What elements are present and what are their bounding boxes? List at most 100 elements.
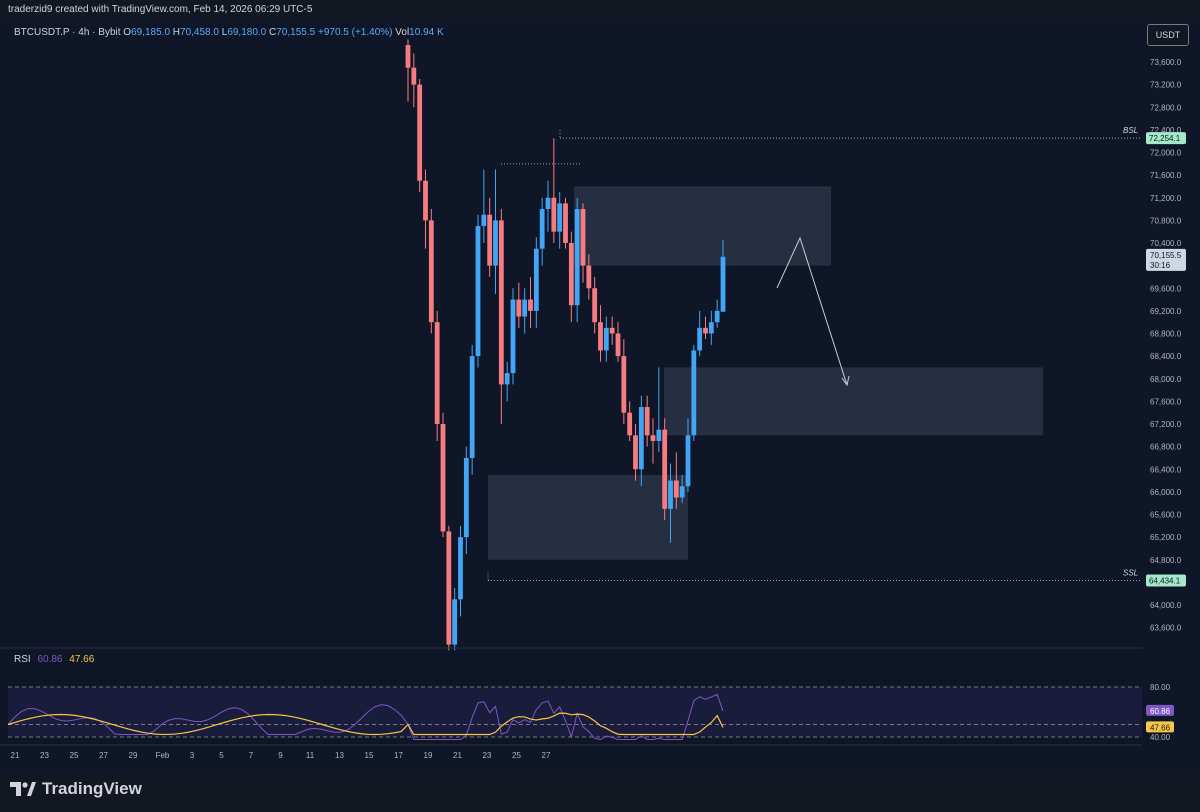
price-tick-label: 71,200.0 <box>1150 194 1182 203</box>
price-tick-label: 69,200.0 <box>1150 307 1182 316</box>
price-tick-label: 66,400.0 <box>1150 465 1182 474</box>
symbol-label[interactable]: BTCUSDT.P · 4h · Bybit <box>14 27 121 38</box>
candle-up <box>493 169 498 294</box>
time-tick-label: 3 <box>190 751 195 760</box>
zone-box <box>574 186 831 266</box>
close-label: C <box>269 27 277 38</box>
time-tick-label: 23 <box>483 751 492 760</box>
candle-body <box>458 537 463 600</box>
price-tick-label: 65,600.0 <box>1150 511 1182 520</box>
candle-down <box>440 412 446 538</box>
time-tick-label: 9 <box>278 751 283 760</box>
candle-down <box>598 305 603 362</box>
candle-down <box>703 316 708 340</box>
candle-body <box>487 214 493 266</box>
candle-body <box>697 327 703 351</box>
candle-up <box>714 299 720 328</box>
currency-button[interactable]: USDT <box>1147 24 1189 46</box>
price-chart[interactable]: 73,600.0 73,200.0 72,800.0 72,400.0 72,000.0… <box>0 0 1200 771</box>
candle-up <box>545 180 551 232</box>
candle-body <box>510 299 516 374</box>
arrow-head <box>841 375 850 387</box>
rsi-value-tag <box>1146 704 1174 716</box>
low-label: L <box>221 27 228 38</box>
candle-down <box>417 78 423 193</box>
candle-up <box>668 463 673 543</box>
rsi-line <box>7 693 724 741</box>
candle-body <box>708 322 714 334</box>
time-tick-label: 23 <box>40 751 49 760</box>
footer <box>0 771 1200 812</box>
candle-body <box>615 333 621 357</box>
candle-body <box>498 220 504 385</box>
vol-label: Vol <box>395 27 410 38</box>
time-axis: 21 23 25 27 29 Feb 3 5 7 9 11 13 15 17 19 21 23 25 27 <box>0 744 1142 760</box>
last-price-tag <box>1146 248 1186 271</box>
level-price-text: 64,434.1 <box>1149 576 1181 585</box>
candle-down <box>621 339 627 424</box>
time-tick-label: 21 <box>11 751 20 760</box>
rsi-value-tag-text: 60.86 <box>1150 707 1171 716</box>
candle-down <box>662 418 668 521</box>
candle-body <box>638 407 644 470</box>
candle-down <box>434 310 440 441</box>
rsi-ma-line <box>7 712 724 736</box>
candle-up <box>458 525 463 617</box>
candle-body <box>533 248 539 311</box>
price-tick-label: 65,200.0 <box>1150 533 1182 542</box>
candle-down <box>411 53 417 108</box>
brand-name: TradingView <box>42 779 142 798</box>
tradingview-logo-icon <box>10 782 36 796</box>
zone-box <box>488 474 688 560</box>
candle-body <box>679 486 685 498</box>
candle-down <box>644 395 650 447</box>
candle-up <box>452 588 458 651</box>
rsi-legend: RSI 60.86 47.66 <box>14 654 94 665</box>
candle-up <box>481 169 487 243</box>
candle-up <box>510 288 516 385</box>
time-tick-label: 29 <box>129 751 138 760</box>
candle-down <box>405 39 411 102</box>
tradingview-logo[interactable]: TradingView <box>10 779 142 799</box>
candle-body <box>481 214 487 227</box>
close-value: 70,155.5 <box>276 27 316 38</box>
level-price-text: 72,254.1 <box>1149 134 1181 143</box>
candle-body <box>580 209 586 266</box>
candle-body <box>417 84 423 181</box>
candle-up <box>522 288 528 334</box>
candle-body <box>609 327 615 334</box>
candle-body <box>469 356 475 458</box>
rsi-ma-value: 47.66 <box>69 654 95 665</box>
candle-up <box>475 214 481 368</box>
candle-down <box>528 276 533 328</box>
candle-body <box>463 457 469 538</box>
price-tick-label: 66,800.0 <box>1150 443 1182 452</box>
time-tick-label: 11 <box>306 751 315 760</box>
rsi-name[interactable]: RSI <box>14 654 31 665</box>
time-tick-label: 19 <box>424 751 433 760</box>
candle-up <box>708 310 714 345</box>
time-tick-label: 21 <box>453 751 462 760</box>
candle-body <box>574 209 580 306</box>
candle-body <box>685 435 691 487</box>
time-tick-label: 13 <box>335 751 344 760</box>
candle-up <box>656 367 662 453</box>
price-tick-label: 72,400.0 <box>1150 126 1182 135</box>
candle-body <box>662 429 668 509</box>
candle-body <box>493 220 498 266</box>
candle-down <box>650 418 656 464</box>
high-value: 70,458.0 <box>180 27 219 38</box>
candle-down <box>609 316 615 345</box>
time-tick-label: 27 <box>542 751 551 760</box>
candle-down <box>423 169 428 249</box>
price-tick-label: 73,200.0 <box>1150 81 1182 90</box>
candle-body <box>633 435 638 470</box>
price-tick-label: 72,800.0 <box>1150 103 1182 112</box>
liquidity-levels: BSL 72,254.1 SSL 64,434.1 70,155.530:16 <box>487 126 1186 587</box>
level-price-tag <box>1146 574 1186 587</box>
candle-body <box>522 299 528 317</box>
candle-down <box>551 138 557 243</box>
price-tick-label: 63,600.0 <box>1150 624 1182 633</box>
rsi-value: 60.86 <box>37 654 63 665</box>
open-label: O <box>123 27 132 38</box>
